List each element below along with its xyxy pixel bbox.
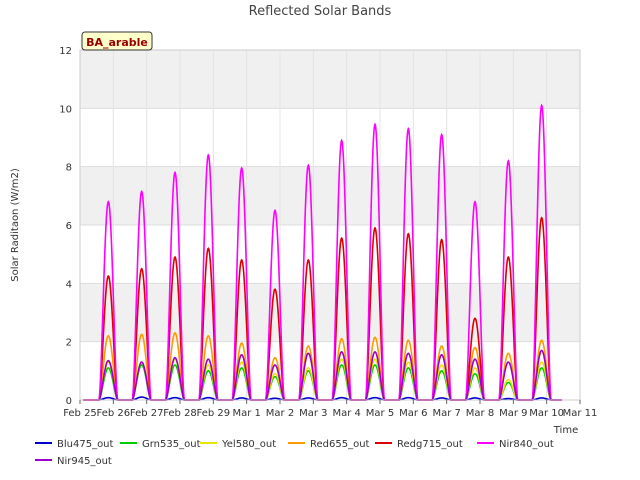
- legend: Blu475_out Grn535_out Yel580_out Red655_out…: [35, 439, 554, 467]
- x-tick-label: Feb 27: [130, 408, 164, 419]
- legend-label: Redg715_out: [397, 439, 463, 450]
- legend-label: Nir840_out: [499, 439, 554, 450]
- grid-band: [80, 166, 580, 225]
- legend-label: Grn535_out: [142, 439, 201, 450]
- y-tick-label: 0: [66, 396, 72, 407]
- x-tick-label: Mar 2: [266, 408, 294, 419]
- x-tick-label: Mar 5: [366, 408, 394, 419]
- site-label-box: BA_arable: [81, 31, 153, 51]
- legend-label: Yel580_out: [221, 439, 276, 450]
- x-tick-label: Mar 7: [432, 408, 460, 419]
- x-axis-label: Time: [553, 425, 578, 436]
- x-tick-label: Mar 4: [332, 408, 360, 419]
- legend-label: Red655_out: [310, 439, 370, 450]
- x-tick-label: Feb 28: [163, 408, 197, 419]
- y-tick-label: 12: [59, 46, 72, 57]
- x-tick-label: Mar 3: [299, 408, 327, 419]
- x-tick-label: Mar 9: [499, 408, 527, 419]
- x-tick-label: Feb 25: [63, 408, 97, 419]
- chart-title: Reflected Solar Bands: [249, 4, 392, 19]
- plot-frame: [79, 49, 581, 401]
- y-axis-ticks: 0 2 4 6 8 10 12: [59, 46, 72, 407]
- y-axis-label: Solar Raditaon (W/m2): [10, 168, 21, 282]
- legend-item: Yel580_out: [200, 439, 276, 450]
- legend-item: Nir840_out: [477, 439, 554, 450]
- x-tick-label: Mar 11: [563, 408, 598, 419]
- x-tick-label: Mar 10: [529, 408, 564, 419]
- legend-item: Red655_out: [288, 439, 370, 450]
- x-tick-label: Feb 29: [197, 408, 231, 419]
- x-tick-label: Mar 6: [399, 408, 427, 419]
- grid-band: [80, 283, 580, 342]
- y-tick-label: 6: [66, 221, 72, 232]
- legend-item: Blu475_out: [35, 439, 114, 450]
- y-tick-label: 4: [66, 279, 72, 290]
- y-tick-label: 10: [59, 104, 72, 115]
- x-tick-label: Mar 8: [466, 408, 494, 419]
- legend-item: Grn535_out: [120, 439, 201, 450]
- x-tick-label: Feb 26: [97, 408, 131, 419]
- legend-label: Blu475_out: [57, 439, 114, 450]
- legend-item: Nir945_out: [35, 456, 112, 467]
- legend-label: Nir945_out: [57, 456, 112, 467]
- x-axis-ticks: Feb 25 Feb 26 Feb 27 Feb 28 Feb 29 Mar 1 Mar 2…: [63, 400, 597, 419]
- grid-band: [80, 50, 580, 109]
- x-tick-label: Mar 1: [232, 408, 260, 419]
- y-tick-label: 2: [66, 338, 72, 349]
- grid-bands: [80, 50, 580, 342]
- site-label: BA_arable: [86, 36, 148, 49]
- legend-item: Redg715_out: [375, 439, 463, 450]
- y-tick-label: 8: [66, 163, 72, 174]
